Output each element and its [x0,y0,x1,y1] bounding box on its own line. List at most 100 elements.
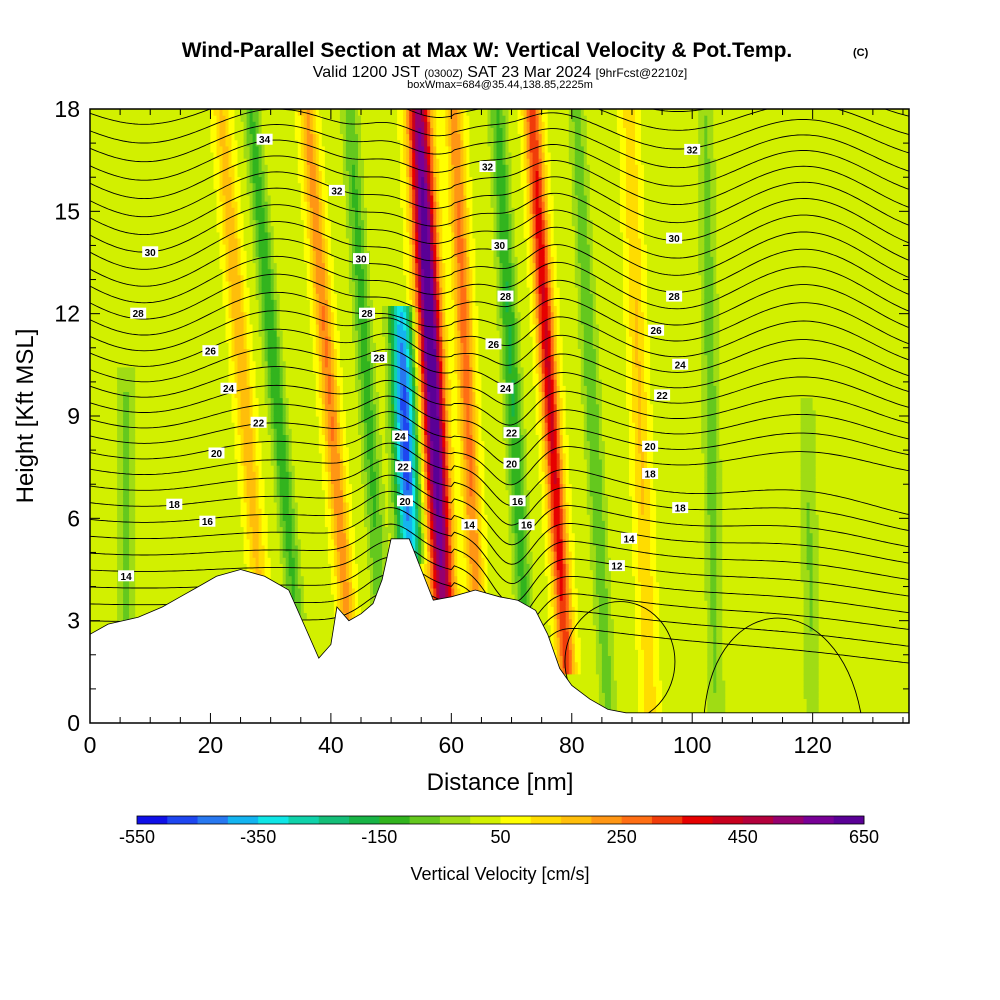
heatmap-cell [105,336,109,343]
heatmap-cell [99,274,103,282]
heatmap-cell [207,317,211,325]
heatmap-cell [216,397,221,405]
heatmap-cell [120,225,124,233]
heatmap-cell [255,373,260,380]
heatmap-cell [168,354,172,362]
heatmap-cell [225,152,230,159]
heatmap-cell [126,317,130,325]
heatmap-cell [120,366,124,374]
heatmap-cell [195,317,199,325]
heatmap-cell [267,360,272,368]
heatmap-cell [99,385,103,392]
heatmap-cell [99,397,103,405]
heatmap-cell [108,109,112,116]
heatmap-cell [168,465,172,472]
heatmap-cell [195,520,199,528]
heatmap-cell [123,195,127,202]
heatmap-cell [219,145,224,153]
heatmap-cell [159,526,163,534]
heatmap-cell [93,366,97,374]
heatmap-cell [171,452,175,460]
heatmap-cell [114,379,118,386]
heatmap-cell [153,354,157,362]
heatmap-cell [108,446,112,454]
heatmap-cell [114,581,118,589]
heatmap-cell [192,225,196,233]
heatmap-cell [102,483,106,491]
heatmap-cell [270,360,275,368]
heatmap-cell [267,354,272,362]
heatmap-cell [177,164,181,171]
heatmap-cell [162,594,166,601]
heatmap-cell [96,446,100,454]
heatmap-cell [132,342,136,349]
heatmap-cell [252,330,257,337]
heatmap-cell [114,133,118,141]
heatmap-cell [240,373,245,380]
heatmap-cell [264,385,269,392]
heatmap-cell [240,397,245,405]
heatmap-cell [102,109,106,116]
heatmap-cell [108,164,112,171]
heatmap-cell [219,569,224,577]
heatmap-cell [186,397,190,405]
heatmap-cell [147,434,151,442]
heatmap-cell [234,360,239,368]
heatmap-cell [120,305,124,313]
heatmap-cell [102,299,106,306]
heatmap-cell [159,133,163,141]
heatmap-cell [234,416,239,423]
heatmap-cell [255,366,260,374]
heatmap-cell [150,280,154,288]
heatmap-cell [162,514,166,521]
heatmap-cell [150,409,154,417]
heatmap-cell [177,428,181,435]
heatmap-cell [186,152,190,159]
heatmap-cell [93,213,97,221]
heatmap-cell [114,158,118,165]
heatmap-cell [219,280,224,288]
heatmap-cell [261,342,266,349]
heatmap-cell [204,366,208,374]
heatmap-cell [231,563,236,571]
heatmap-cell [195,287,199,294]
heatmap-cell [105,287,109,294]
heatmap-cell [183,225,187,233]
heatmap-cell [102,188,106,196]
heatmap-cell [180,299,184,306]
heatmap-cell [162,317,166,325]
heatmap-cell [186,207,190,214]
heatmap-cell [192,391,196,399]
heatmap-cell [132,317,136,325]
heatmap-cell [156,489,160,497]
heatmap-cell [132,551,136,558]
heatmap-cell [126,379,130,386]
heatmap-cell [114,416,118,423]
heatmap-cell [222,379,227,386]
heatmap-cell [93,452,97,460]
heatmap-cell [156,152,160,159]
heatmap-cell [105,618,109,626]
heatmap-cell [165,176,169,184]
heatmap-cell [162,483,166,491]
heatmap-cell [96,587,100,595]
heatmap-cell [270,526,275,534]
heatmap-cell [198,219,202,227]
heatmap-cell [219,483,224,491]
heatmap-cell [159,299,163,306]
heatmap-cell [189,360,193,368]
heatmap-cell [102,373,106,380]
heatmap-cell [180,311,184,319]
heatmap-cell [141,508,145,515]
heatmap-cell [138,182,142,190]
heatmap-cell [144,164,148,171]
heatmap-cell [270,544,275,552]
heatmap-cell [147,587,151,595]
heatmap-cell [120,514,124,521]
heatmap-cell [111,465,115,472]
heatmap-cell [180,293,184,300]
heatmap-cell [108,366,112,374]
heatmap-cell [135,170,139,178]
heatmap-cell [147,557,151,564]
heatmap-cell [129,330,133,337]
